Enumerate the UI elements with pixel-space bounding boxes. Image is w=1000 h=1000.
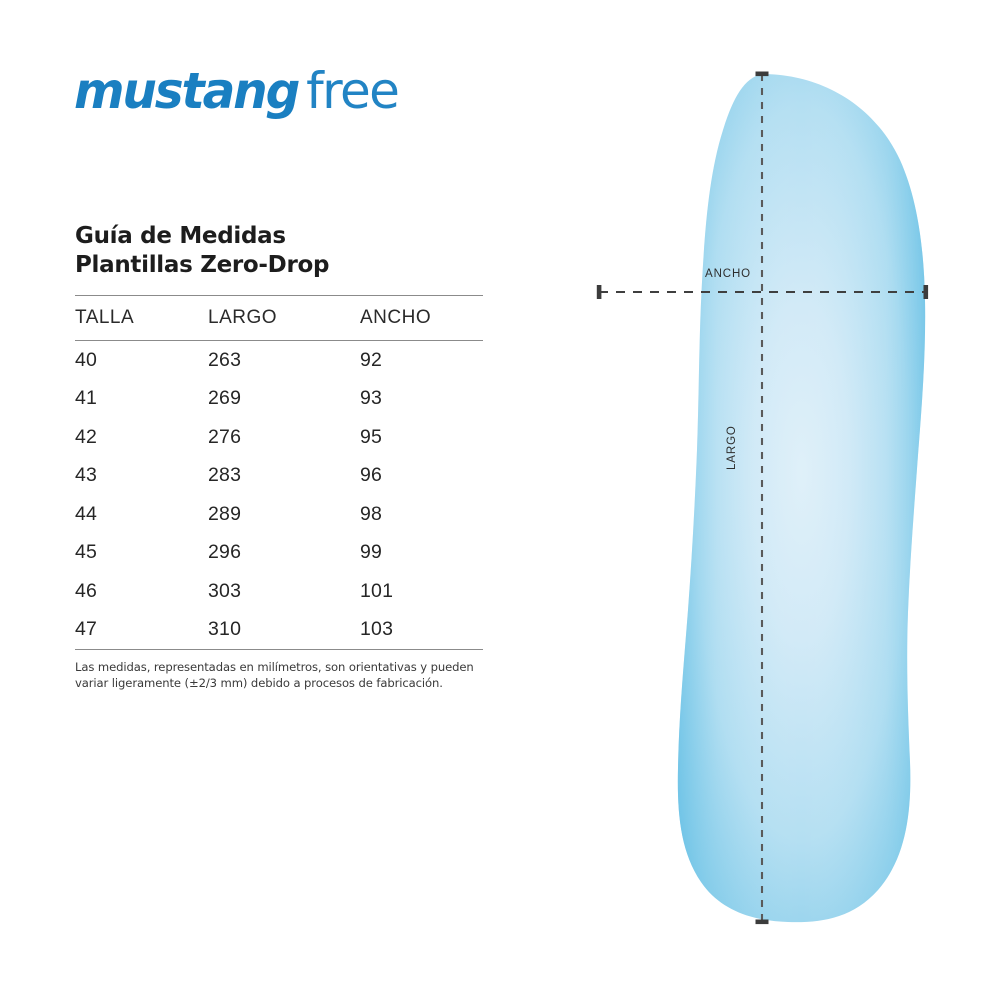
table-row: 46 303 101 [75,572,483,611]
table-row: 40 263 92 [75,340,483,379]
cell-ancho: 93 [360,387,383,410]
table-row: 47 310 103 [75,610,483,650]
cell-ancho: 103 [360,610,483,650]
table-row: 41 269 93 [75,379,483,418]
table-body: 40 263 92 41 269 93 42 276 95 43 283 [75,340,483,650]
table-header-row: TALLA LARGO ANCHO [75,294,483,341]
cell-talla: 41 [75,387,98,410]
size-table-block: Guía de Medidas Plantillas Zero-Drop TAL… [75,222,483,703]
cell-talla: 45 [75,541,98,564]
cell-ancho: 95 [360,425,383,448]
info-column: mustang free Guía de Medidas Plantillas Z… [74,62,483,703]
cell-largo: 263 [208,348,242,371]
size-table: TALLA LARGO ANCHO 40 263 92 41 269 93 42 [75,294,483,650]
cell-talla: 47 [75,610,208,650]
cell-largo: 289 [208,502,242,525]
cell-talla: 43 [75,464,98,487]
ancho-dimension-label: ANCHO [705,268,752,280]
column-header-largo: LARGO [208,294,360,341]
ancho-guide-line [596,285,929,299]
table-row: 42 276 95 [75,418,483,457]
cell-ancho: 101 [360,579,394,602]
largo-dimension-label: LARGO [726,425,738,470]
cell-largo: 296 [208,541,242,564]
table-row: 44 289 98 [75,495,483,534]
cell-largo: 283 [208,464,242,487]
page-title: Guía de Medidas Plantillas Zero-Drop [75,223,330,279]
table-header: TALLA LARGO ANCHO [75,294,483,341]
insole-illustration [596,71,929,925]
measurement-disclaimer: Las medidas, representadas en milímetros… [75,659,474,691]
column-header-talla: TALLA [75,294,208,341]
cell-largo: 276 [208,425,242,448]
cell-ancho: 99 [360,541,383,564]
column-header-ancho: ANCHO [360,294,483,341]
cell-largo: 269 [208,387,242,410]
brand-logo-mustang: mustang [74,62,300,120]
cell-ancho: 96 [360,464,383,487]
cell-largo: 310 [208,610,360,650]
insole-diagram: ANCHO LARGO [520,0,1000,1000]
brand-logo: mustang free [74,62,400,120]
cell-ancho: 98 [360,502,383,525]
cell-talla: 44 [75,502,98,525]
insole-shape [677,74,926,923]
table-row: 45 296 99 [75,533,483,572]
cell-largo: 303 [208,579,242,602]
largo-guide-line [755,71,769,925]
cell-talla: 46 [75,579,98,602]
cell-talla: 40 [75,348,98,371]
cell-talla: 42 [75,425,98,448]
brand-logo-free: free [306,62,400,120]
cell-ancho: 92 [360,348,383,371]
table-row: 43 283 96 [75,456,483,495]
